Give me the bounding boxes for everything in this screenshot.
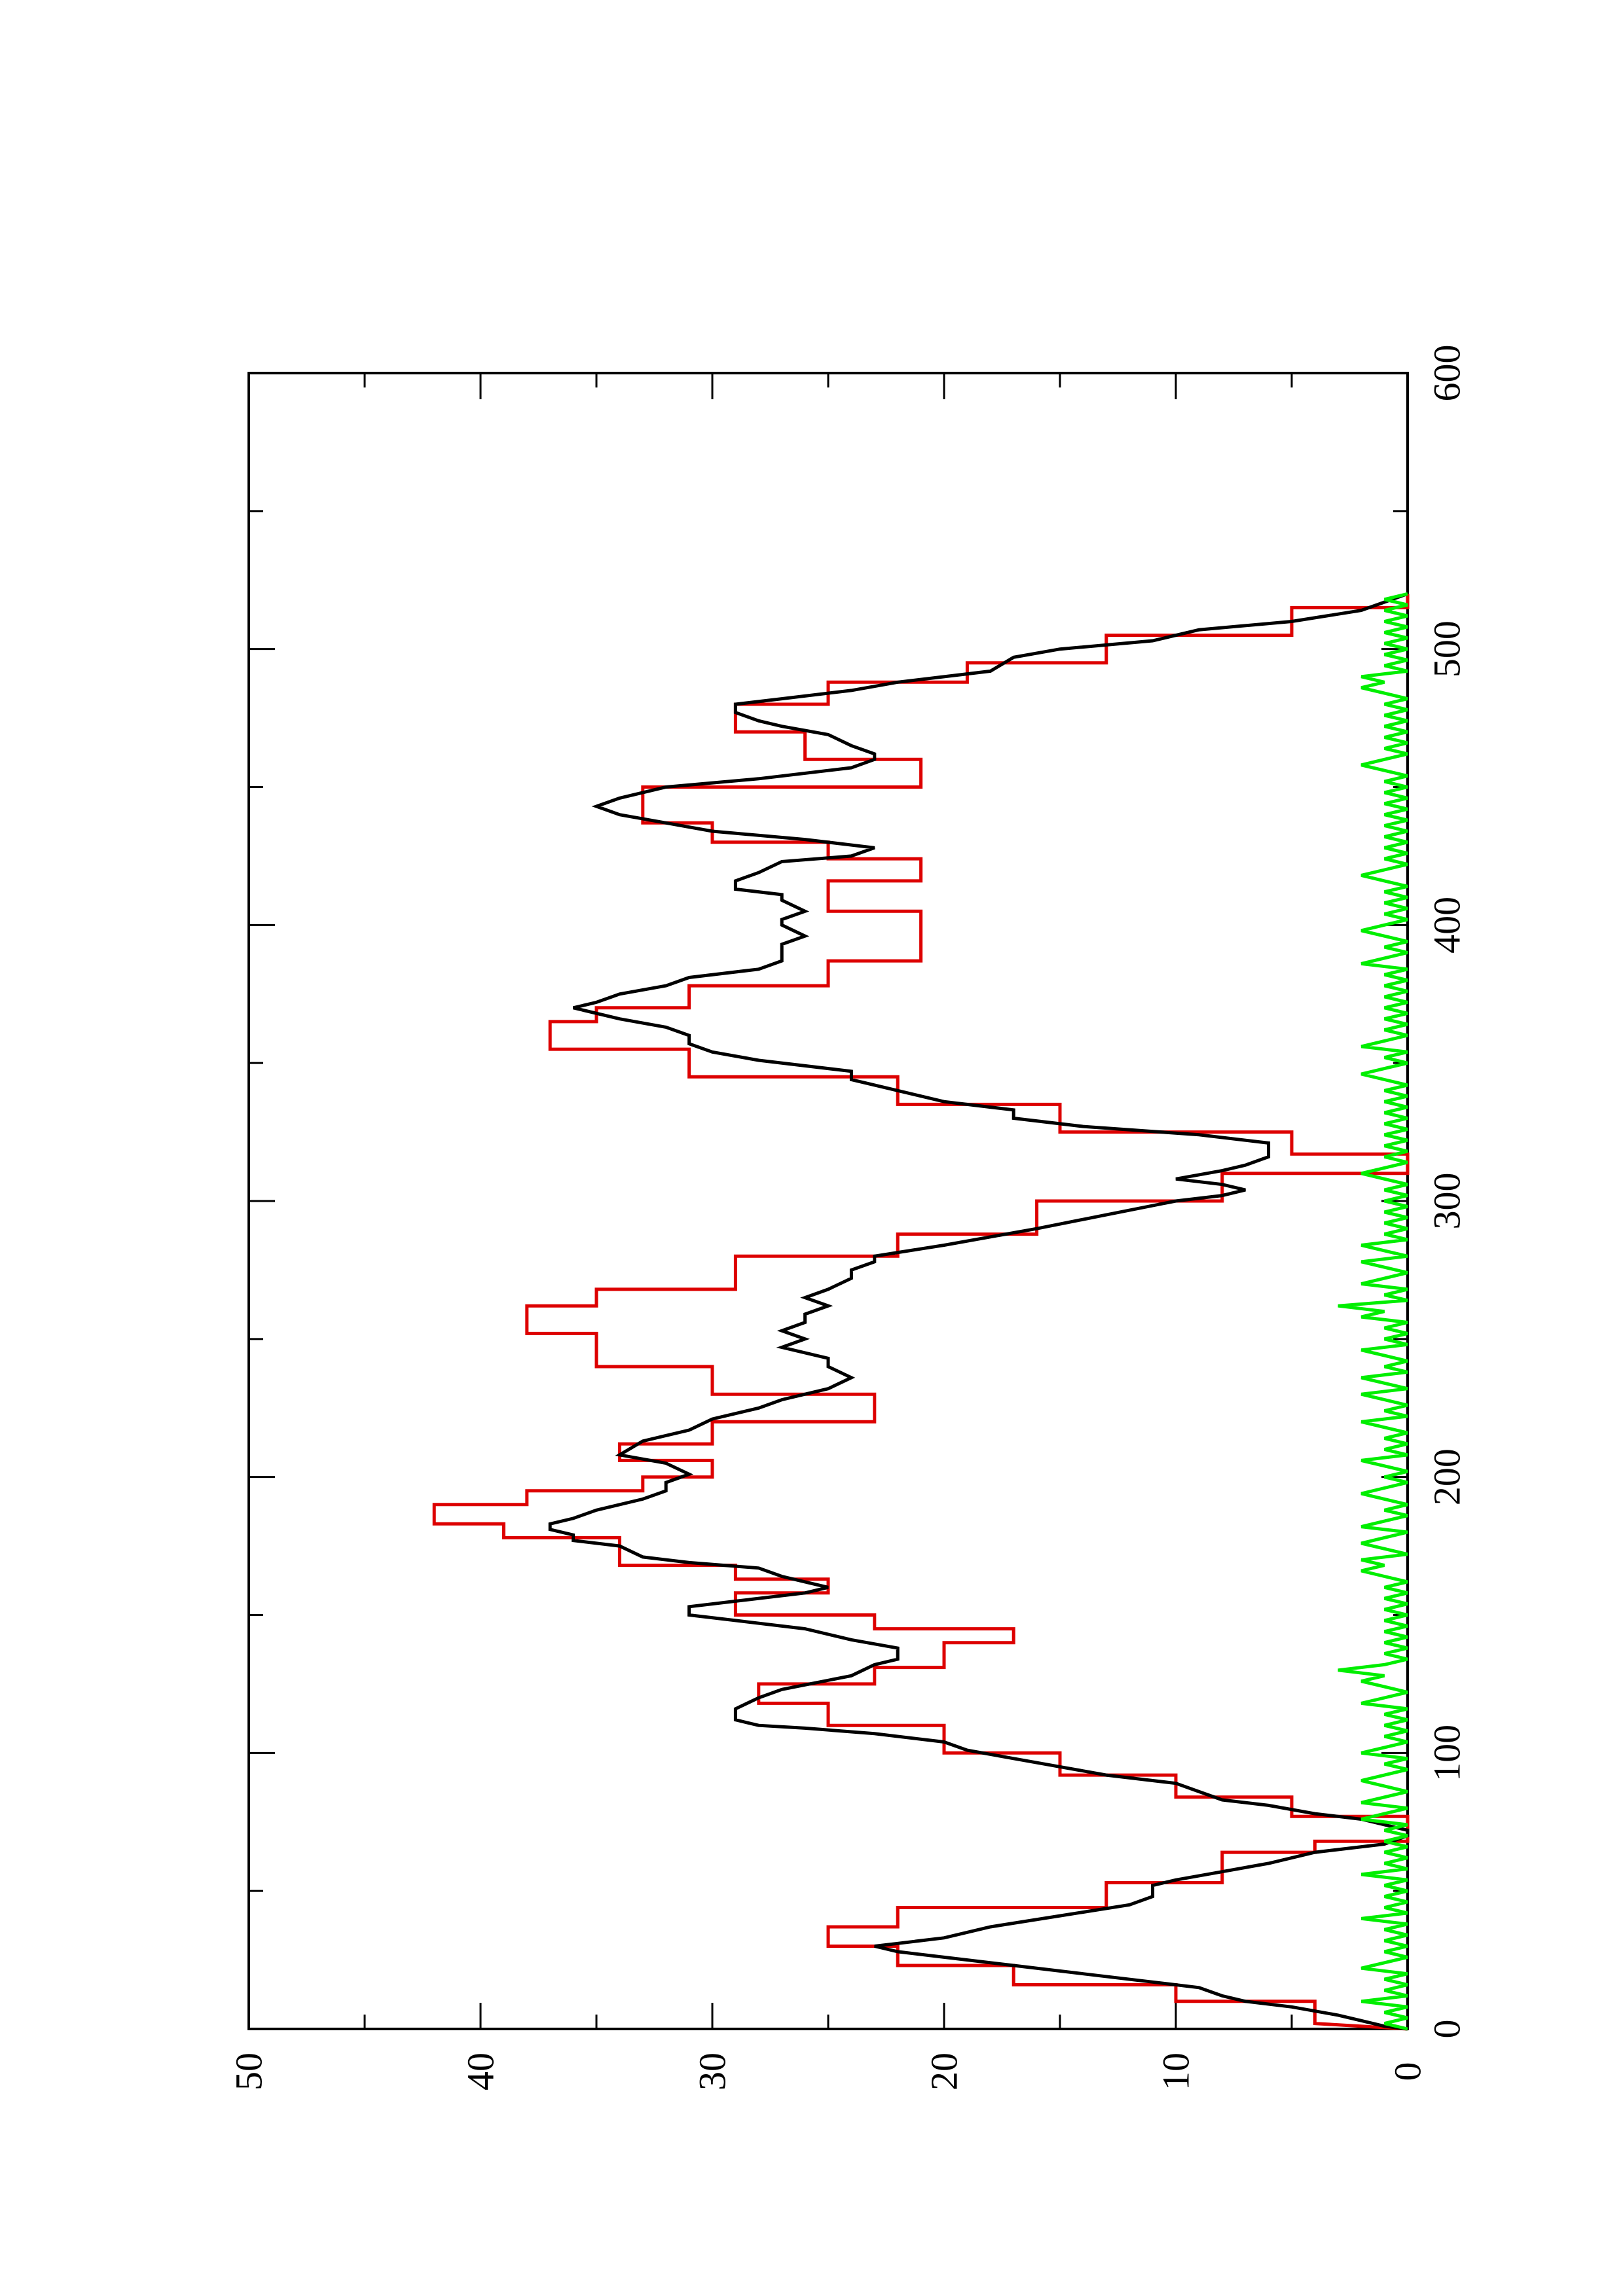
plot-frame bbox=[247, 372, 1409, 2030]
green-line-series bbox=[1338, 592, 1408, 2031]
x-tick-label: 300 bbox=[1426, 1173, 1468, 1230]
y-tick-label: 20 bbox=[923, 2053, 966, 2090]
x-tick-label: 100 bbox=[1426, 1725, 1468, 1782]
x-tick-label: 600 bbox=[1426, 345, 1468, 402]
y-tick-label: 40 bbox=[460, 2053, 502, 2090]
x-tick-label: 0 bbox=[1426, 2020, 1468, 2039]
y-tick-label: 10 bbox=[1155, 2053, 1197, 2090]
y-tick-label: 50 bbox=[228, 2053, 270, 2090]
y-tick-label: 30 bbox=[691, 2053, 734, 2090]
black-line-series bbox=[548, 592, 1410, 2031]
red-step-series bbox=[432, 594, 1410, 2031]
plot-area: 0 100 200 300 400 500 600 0 10 20 30 40 50 bbox=[228, 345, 1468, 2091]
x-tick-label: 500 bbox=[1426, 620, 1468, 677]
x-tick-label: 200 bbox=[1426, 1448, 1468, 1505]
y-tick-label: 0 bbox=[1387, 2062, 1429, 2081]
x-tick-label: 400 bbox=[1426, 897, 1468, 954]
